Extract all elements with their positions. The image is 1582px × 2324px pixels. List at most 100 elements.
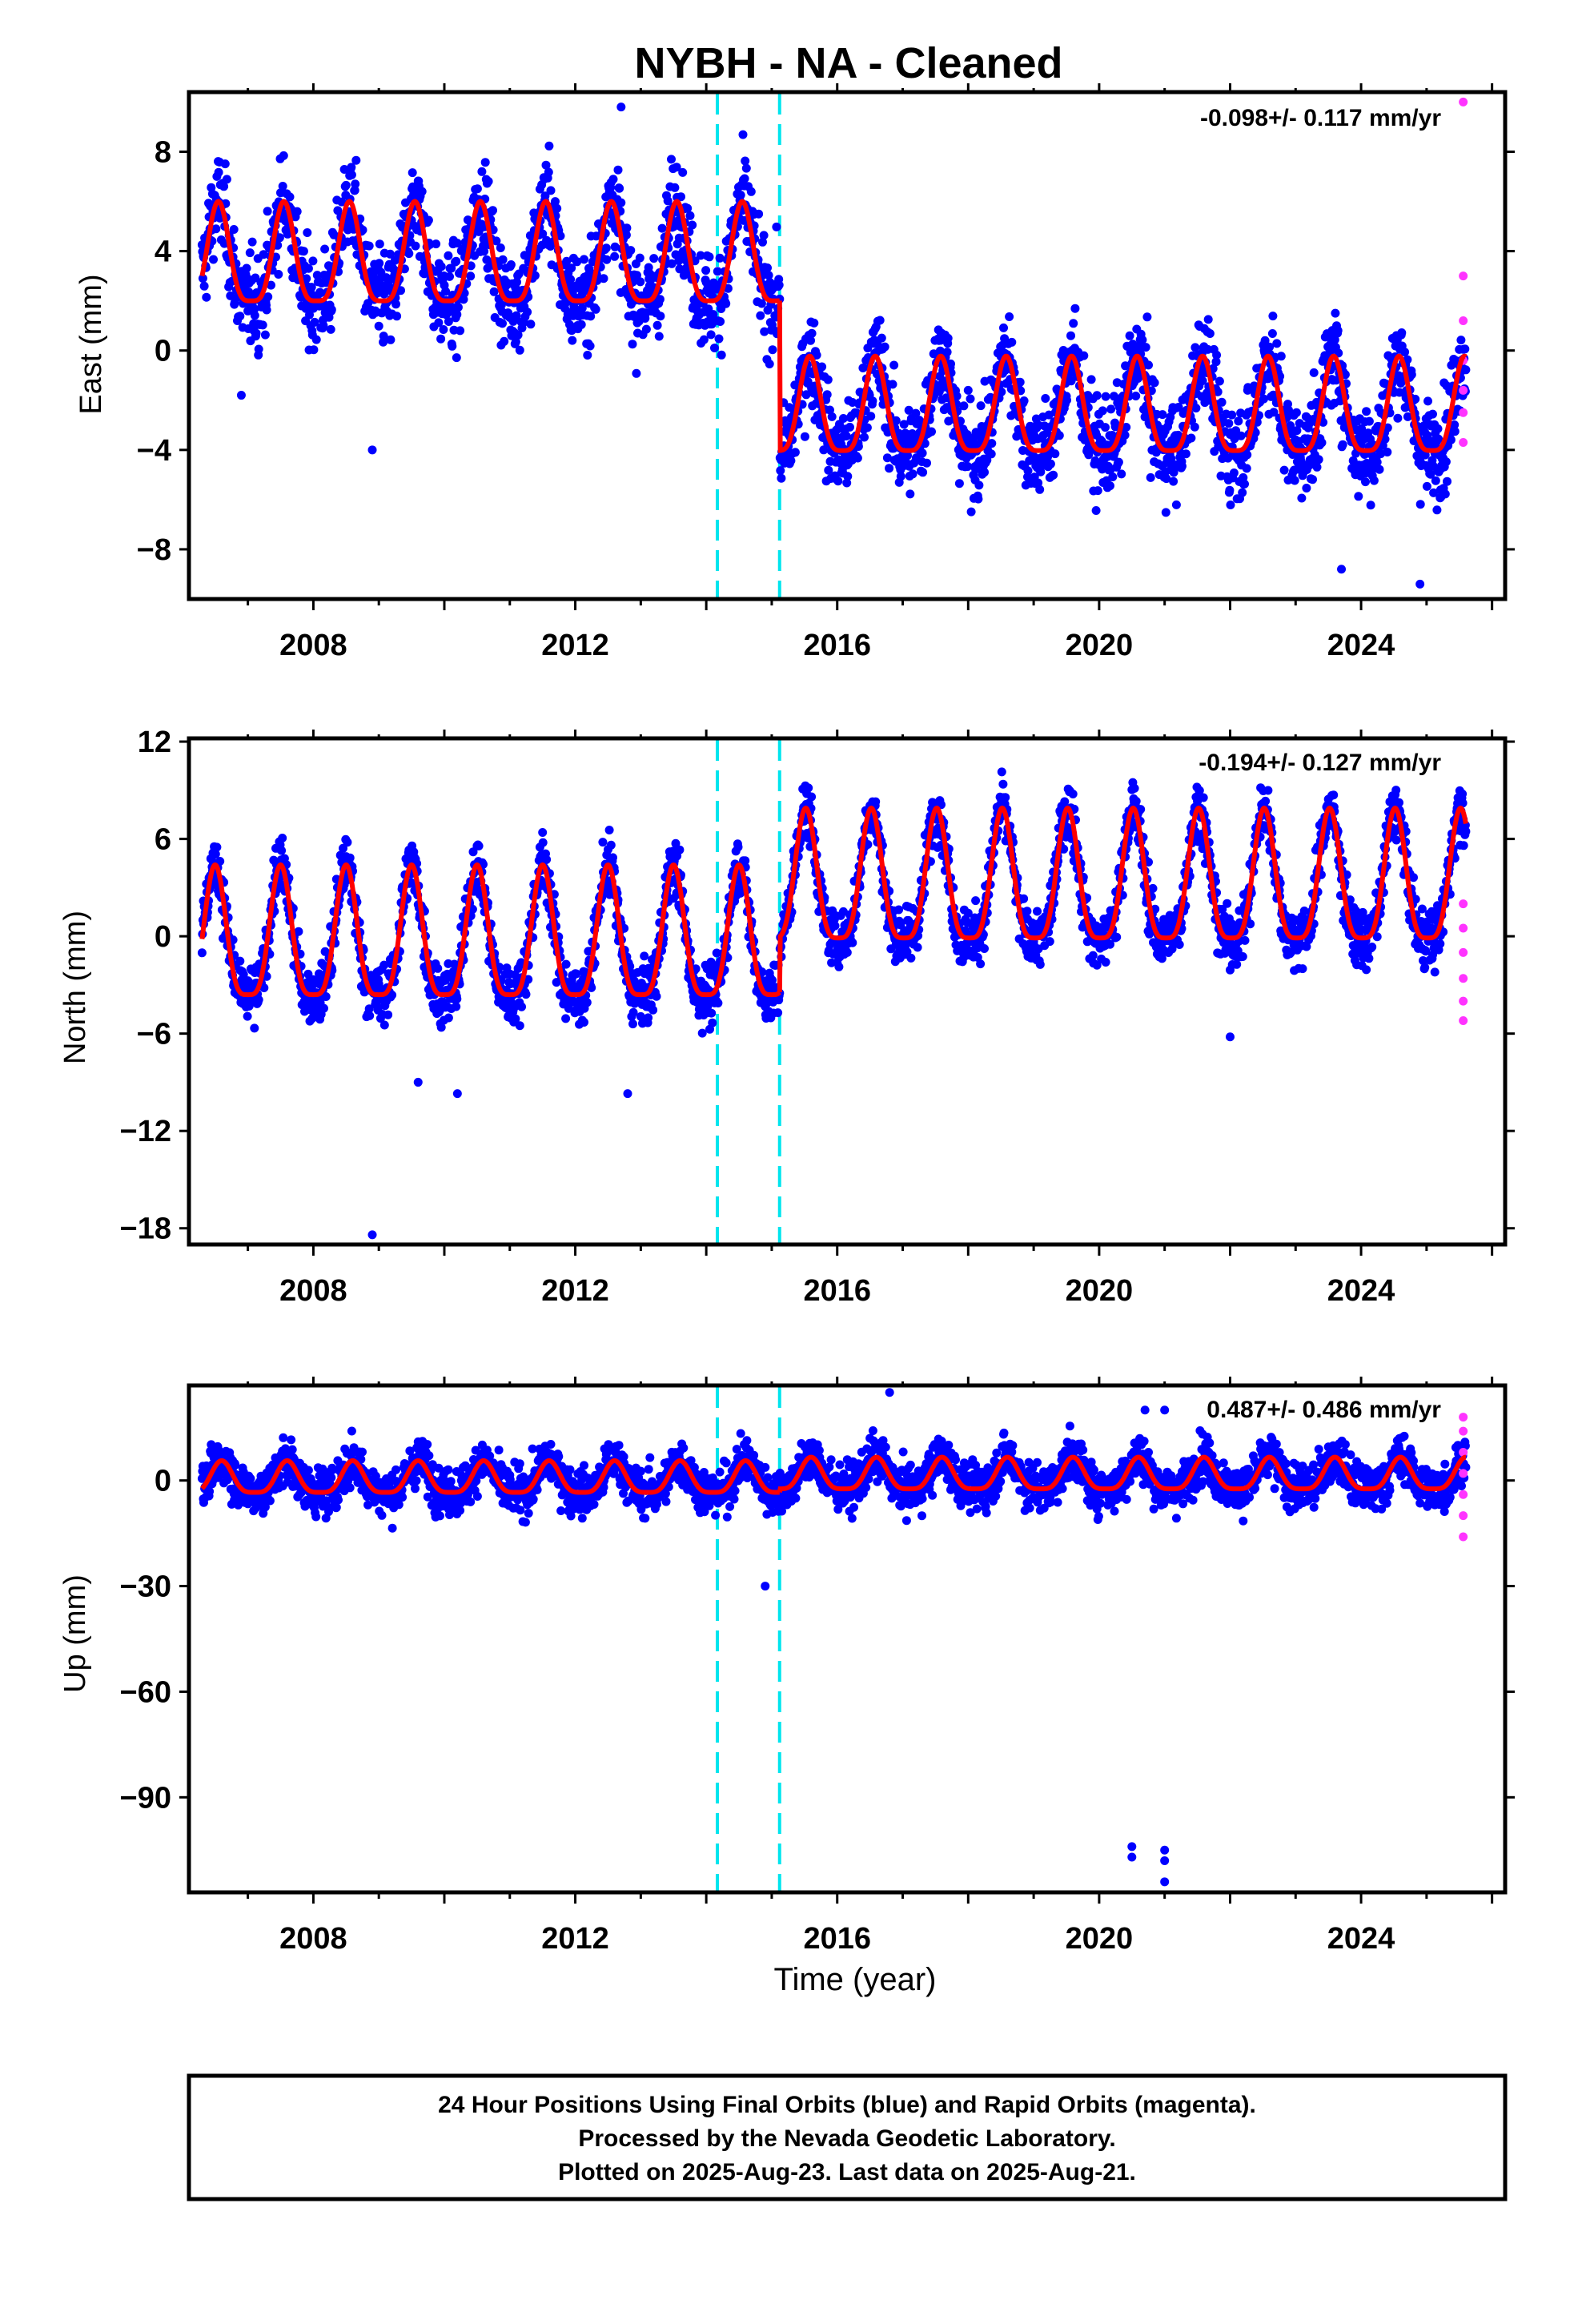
east-point-1358 xyxy=(790,380,800,390)
east-point-1484 xyxy=(845,422,854,432)
east-y-axis-label: East (mm) xyxy=(74,274,108,414)
north-point-1490 xyxy=(848,938,857,947)
east-point-795 xyxy=(544,141,554,151)
east-point-2052 xyxy=(1093,486,1102,496)
east-point-1307 xyxy=(768,345,777,355)
north-point-833 xyxy=(561,1014,571,1023)
east-point-2895 xyxy=(1461,365,1471,375)
east-point-869 xyxy=(576,320,586,329)
east-point-1402 xyxy=(809,318,819,328)
north-point-1543 xyxy=(871,797,881,806)
east-point-1671 xyxy=(927,427,936,436)
east-point-281 xyxy=(320,244,330,254)
east-point-2554 xyxy=(1312,462,1322,472)
east-point-1295 xyxy=(763,263,772,272)
east-point-1083 xyxy=(670,183,680,192)
east-point-1092 xyxy=(674,256,684,266)
north-point-1942 xyxy=(1045,937,1054,947)
east-point-2020 xyxy=(1079,351,1089,360)
east-point-2503 xyxy=(1290,476,1299,485)
east-point-1808 xyxy=(986,449,996,459)
east-point-1651 xyxy=(918,468,928,477)
east-point-960 xyxy=(616,198,626,207)
north-point-1890 xyxy=(1022,907,1032,916)
east-outlier-3 xyxy=(1337,565,1347,574)
north-point-1832 xyxy=(997,767,1006,777)
east-point-145 xyxy=(260,330,270,340)
north-point-1783 xyxy=(976,959,986,969)
east-point-2547 xyxy=(1309,368,1319,377)
east-point-2388 xyxy=(1240,479,1249,489)
east-point-1524 xyxy=(862,423,872,432)
east-point-1200 xyxy=(721,299,731,308)
north-point-1792 xyxy=(980,944,989,953)
east-point-32 xyxy=(211,224,221,234)
east-point-1054 xyxy=(657,223,667,233)
east-point-1435 xyxy=(824,465,833,475)
north-point-339 xyxy=(345,853,355,862)
east-rapid-point-0 xyxy=(1459,97,1468,107)
east-point-431 xyxy=(385,249,395,259)
north-point-1624 xyxy=(906,953,916,963)
east-point-115 xyxy=(247,237,257,247)
east-point-666 xyxy=(488,206,497,215)
east-point-2277 xyxy=(1191,404,1201,413)
east-point-2037 xyxy=(1086,375,1096,384)
east-rapid-point-5 xyxy=(1459,408,1468,417)
east-point-788 xyxy=(541,160,551,170)
east-point-786 xyxy=(540,191,550,201)
east-point-689 xyxy=(498,255,508,264)
east-point-244 xyxy=(303,263,313,273)
east-point-587 xyxy=(453,303,463,312)
east-point-871 xyxy=(577,304,587,313)
east-point-1243 xyxy=(740,174,749,183)
east-point-548 xyxy=(436,262,446,271)
east-point-2479 xyxy=(1279,465,1289,475)
east-point-1477 xyxy=(842,478,852,488)
east-point-1536 xyxy=(868,396,877,406)
east-point-185 xyxy=(278,182,287,191)
east-point-2596 xyxy=(1331,308,1340,318)
east-point-405 xyxy=(374,321,383,331)
east-outlier-1 xyxy=(367,445,377,455)
north-point-742 xyxy=(521,990,531,999)
north-point-732 xyxy=(517,1002,526,1011)
east-point-1883 xyxy=(1019,396,1029,405)
east-point-1067 xyxy=(663,196,673,206)
east-point-2 xyxy=(198,274,207,283)
north-point-987 xyxy=(628,1019,637,1029)
east-point-794 xyxy=(544,167,553,177)
east-point-218 xyxy=(292,207,302,216)
east-outlier-4 xyxy=(616,103,626,112)
east-point-953 xyxy=(613,165,623,175)
north-point-875 xyxy=(580,1018,588,1027)
east-point-1181 xyxy=(713,267,722,276)
east-point-920 xyxy=(599,274,608,283)
east-point-2697 xyxy=(1375,464,1384,474)
east-point-1258 xyxy=(746,187,756,196)
east-point-1438 xyxy=(825,405,834,415)
east-point-1585 xyxy=(889,360,899,370)
east-point-1996 xyxy=(1069,319,1078,328)
east-point-1892 xyxy=(1023,466,1033,476)
east-point-53 xyxy=(220,159,230,169)
east-point-2893 xyxy=(1460,344,1470,354)
east-point-2685 xyxy=(1369,476,1379,485)
east-point-1514 xyxy=(858,364,868,372)
east-point-416 xyxy=(379,332,388,341)
east-point-688 xyxy=(498,319,507,328)
east-point-728 xyxy=(515,345,524,355)
east-point-2829 xyxy=(1432,505,1442,515)
north-point-582 xyxy=(452,1002,461,1011)
east-point-120 xyxy=(250,304,259,314)
east-point-641 xyxy=(477,167,487,176)
east-point-175 xyxy=(274,270,283,279)
east-point-1553 xyxy=(875,316,885,325)
east-point-1171 xyxy=(709,310,718,320)
east-point-1622 xyxy=(905,489,915,499)
east-point-1087 xyxy=(672,163,681,172)
east-point-1608 xyxy=(899,420,909,429)
north-point-1094 xyxy=(675,845,685,854)
east-point-942 xyxy=(608,175,618,184)
east-point-2086 xyxy=(1108,472,1118,481)
